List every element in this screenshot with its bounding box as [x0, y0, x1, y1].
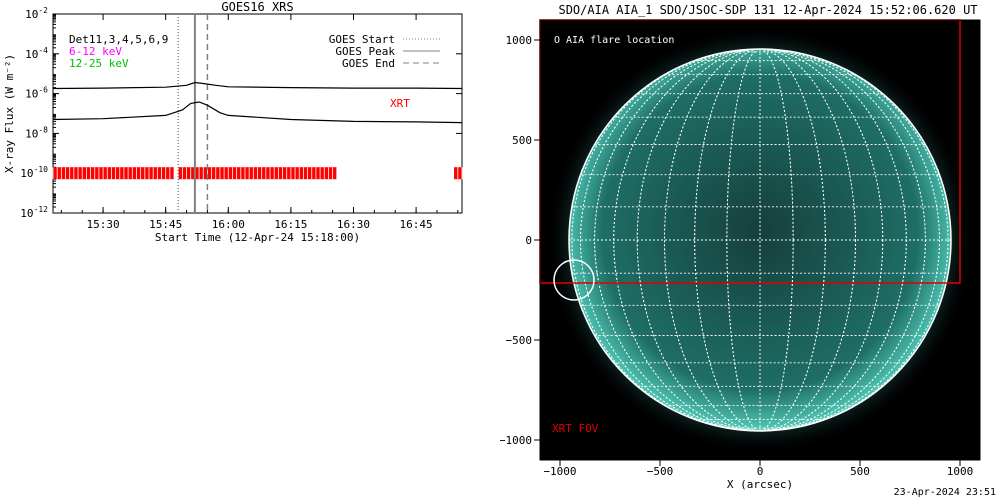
- goes-y-tick-label: 10-4: [25, 46, 48, 61]
- longitude-line: [613, 49, 907, 431]
- goes-legend-label: GOES End: [342, 57, 395, 70]
- det-label: Det11,3,4,5,6,9: [69, 33, 168, 46]
- aia-y-tick-label: 500: [512, 134, 532, 147]
- xrt-fov-label: XRT FOV: [552, 422, 599, 435]
- goes-y-axis-label: X-ray Flux (W m⁻²): [3, 54, 16, 173]
- longitude-line: [636, 49, 884, 431]
- xrt-coverage-bar: [53, 167, 175, 180]
- goes-x-tick-label: 15:45: [149, 218, 182, 231]
- heliographic-grid: [569, 49, 951, 431]
- aia-y-tick-label: −500: [506, 334, 533, 347]
- goes-y-tick-label: 10-8: [25, 125, 48, 140]
- longitude-line: [571, 49, 949, 431]
- goes-xrs-chart: GOES16 XRS 10-2 10-4 10-6 10-8 10-10 10-12 15:3…: [3, 0, 463, 244]
- aia-y-tick-label: 1000: [506, 34, 533, 47]
- goes-flux-curve: [52, 101, 463, 124]
- goes-x-axis-label: Start Time (12-Apr-24 15:18:00): [155, 231, 360, 244]
- goes-plot-frame: [52, 13, 463, 214]
- flare-location-marker: [553, 259, 595, 301]
- aia-chart-title: SDO/AIA AIA_1 SDO/JSOC-SDP 131 12-Apr-20…: [558, 3, 977, 17]
- longitude-line: [664, 49, 856, 431]
- aia-solar-image: SDO/AIA AIA_1 SDO/JSOC-SDP 131 12-Apr-20…: [499, 3, 981, 491]
- aia-legend-text: O AIA flare location: [554, 35, 674, 46]
- goes-xrs-panel: GOES16 XRS 10-2 10-4 10-6 10-8 10-10 10-12 15:3…: [0, 0, 470, 260]
- aia-y-tick-label: −1000: [500, 434, 532, 447]
- aia-y-tick-label: 0: [525, 234, 532, 247]
- goes-y-tick-label: 10-10: [20, 165, 48, 180]
- energy-band-label: 6-12 keV: [69, 45, 122, 58]
- goes-chart-title: GOES16 XRS: [221, 0, 293, 14]
- goes-legend-label: GOES Start: [329, 33, 395, 46]
- aia-x-tick-label: 500: [850, 465, 870, 478]
- solar-limb: [568, 48, 952, 432]
- aia-x-tick-label: −500: [647, 465, 674, 478]
- aia-x-tick-label: 1000: [947, 465, 974, 478]
- aia-x-tick-label: 0: [757, 465, 764, 478]
- goes-x-tick-label: 16:15: [274, 218, 307, 231]
- aia-x-axis-label: X (arcsec): [727, 478, 793, 491]
- goes-x-tick-label: 16:45: [400, 218, 433, 231]
- goes-y-tick-label: 10-6: [25, 86, 48, 101]
- goes-x-tick-label: 16:30: [337, 218, 370, 231]
- footer-timestamp: 23-Apr-2024 23:51: [893, 487, 996, 498]
- goes-legend-label: GOES Peak: [335, 45, 395, 58]
- energy-band-label: 12-25 keV: [69, 57, 129, 70]
- goes-x-tick-label: 15:30: [87, 218, 120, 231]
- xrt-label: XRT: [390, 97, 410, 110]
- goes-flux-curve: [52, 81, 463, 90]
- goes-y-tick-label: 10-2: [25, 6, 48, 21]
- goes-y-tick-label: 10-12: [20, 205, 48, 220]
- goes-x-tick-label: 16:00: [212, 218, 245, 231]
- aia-x-tick-label: −1000: [543, 465, 576, 478]
- aia-image-panel: SDO/AIA AIA_1 SDO/JSOC-SDP 131 12-Apr-20…: [499, 0, 1000, 500]
- longitude-line: [726, 49, 794, 431]
- longitude-line: [594, 49, 926, 431]
